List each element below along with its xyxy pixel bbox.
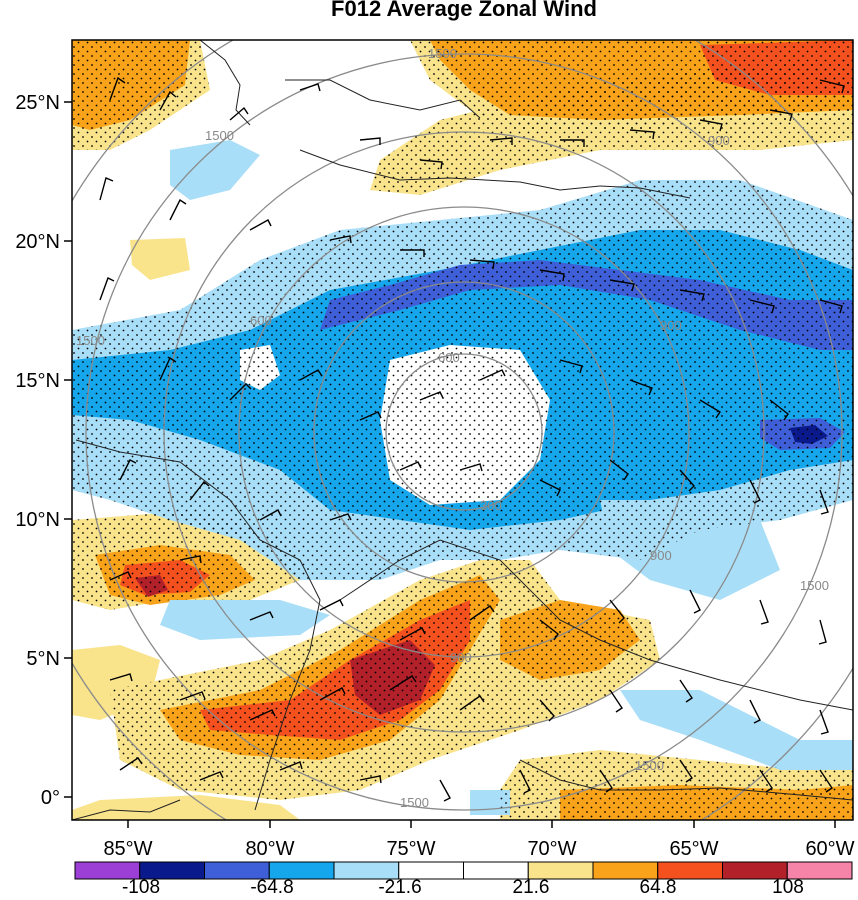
ring-label: 900 [708,133,730,148]
coastlines [72,40,853,820]
lat-tick-label: 15°N [15,370,60,392]
lon-tick-label: 75°W [386,838,435,860]
colorbar-label: -64.8 [250,877,293,898]
ring-label: 600 [250,313,272,328]
lat-tick-label: 5°N [26,648,60,670]
lon-axis: 85°W 80°W 75°W 70°W 65°W 60°W [103,820,855,860]
ring-label: 1500 [428,46,457,61]
lon-tick-label: 70°W [527,838,576,860]
lat-tick-label: 10°N [15,509,60,531]
ring-label: 600 [438,350,460,365]
colorbar-swatch [786,861,853,880]
colorbar-label: -21.6 [378,877,421,898]
colorbar-swatches [74,861,853,880]
ring-labels: 1500 1500 1500 900 900 900 300 600 600 1… [76,46,829,810]
colorbar-label: 64.8 [640,877,677,898]
stipple-overlay [72,40,853,820]
colorbar-label: -108 [122,877,160,898]
ring-label: 900 [660,318,682,333]
ring-label: 900 [450,650,472,665]
ring-label: 1500 [800,578,829,593]
ring-label: 1500 [205,128,234,143]
lon-tick-label: 65°W [669,838,718,860]
lon-tick-label: 85°W [103,838,152,860]
lat-tick-label: 20°N [15,231,60,253]
ring-label: 1500 [76,333,105,348]
ring-label: 1500 [635,758,664,773]
lat-axis: 25°N 20°N 15°N 10°N 5°N 0° [15,92,72,809]
map-title: F012 Average Zonal Wind [331,0,597,21]
ring-label: 1500 [400,795,429,810]
plot-area: 1500 1500 1500 900 900 900 300 600 600 1… [72,40,853,820]
lon-tick-label: 60°W [805,838,854,860]
ring-label: 900 [650,548,672,563]
lon-tick-label: 80°W [245,838,294,860]
colorbar: -108 -64.8 -21.6 21.6 64.8 108 [74,861,853,898]
lat-tick-label: 25°N [15,92,60,114]
colorbar-label: 108 [772,877,804,898]
lat-tick-label: 0° [41,787,60,809]
ring-label: 300 [480,498,502,513]
range-rings [72,40,853,820]
colorbar-label: 21.6 [513,877,550,898]
plot-frame [71,39,854,821]
wind-barbs [99,76,845,802]
